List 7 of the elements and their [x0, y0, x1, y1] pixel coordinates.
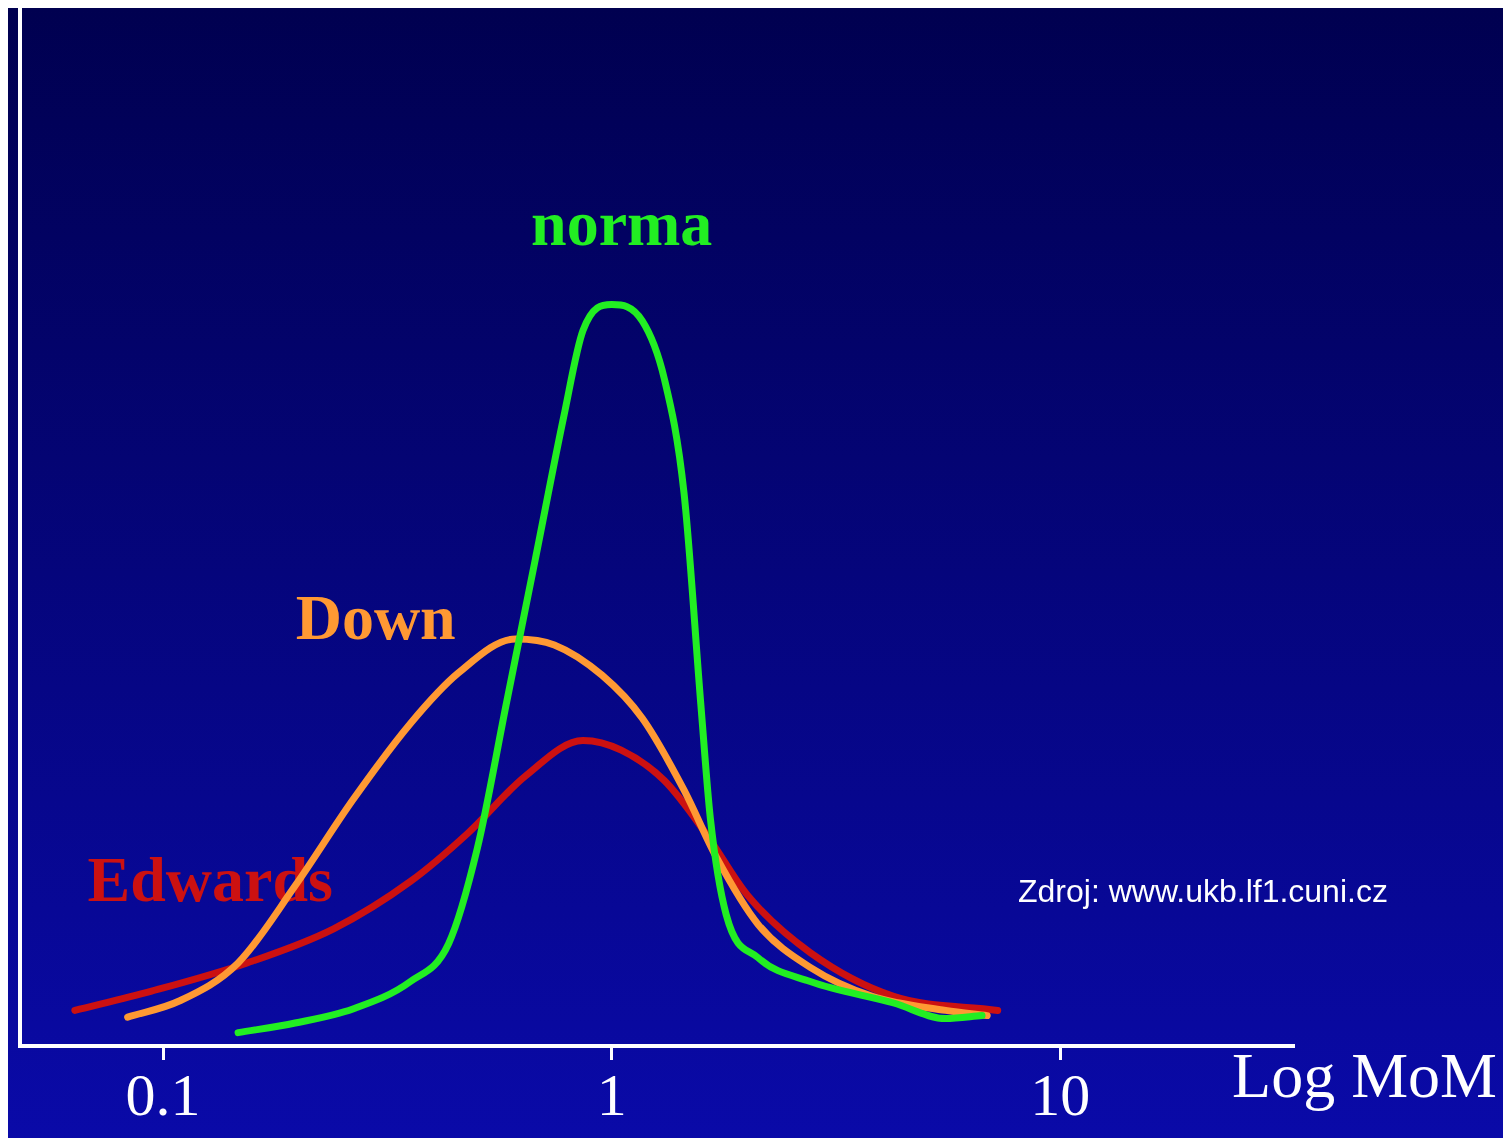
x-axis-title: Log MoM — [1232, 1039, 1497, 1111]
annotation: Zdroj: www.ukb.lf1.cuni.cz — [1018, 872, 1388, 909]
series-label: norma — [531, 187, 713, 259]
x-tick-label: 0.1 — [125, 1061, 201, 1128]
series-label: Down — [295, 581, 456, 653]
x-tick-label: 1 — [596, 1061, 627, 1128]
x-tick-label: 10 — [1030, 1061, 1091, 1128]
